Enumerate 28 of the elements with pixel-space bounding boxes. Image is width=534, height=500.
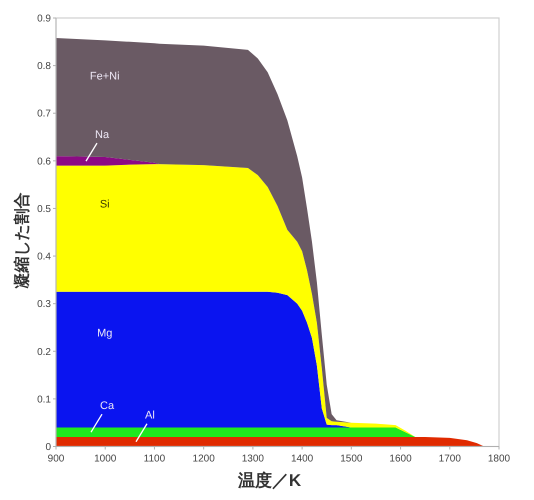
series-label: Al [145, 410, 155, 422]
x-tick-label: 1000 [94, 454, 117, 464]
series-label: Si [100, 198, 110, 210]
x-tick-label: 1200 [192, 454, 216, 464]
series-label: Na [95, 129, 110, 142]
y-axis-title: 凝縮した割合 [13, 192, 31, 288]
y-tick-label: 0.8 [37, 61, 52, 72]
x-axis-title: 温度／K [236, 471, 302, 490]
x-tick-label: 1100 [144, 454, 166, 464]
y-tick-label: 0 [45, 442, 52, 453]
y-tick-label: 0.9 [37, 14, 52, 24]
x-tick-label: 1300 [242, 454, 264, 464]
x-tick-label: 1500 [340, 454, 363, 464]
x-tick-label: 1400 [290, 454, 314, 464]
y-tick-label: 0.7 [37, 108, 52, 120]
x-tick-label: 1700 [438, 454, 462, 464]
y-tick-label: 0.2 [37, 346, 52, 358]
series-label: Mg [97, 327, 112, 340]
y-tick-label: 0.6 [37, 156, 52, 168]
series-label: Fe+Ni [90, 70, 120, 82]
x-tick-label: 1800 [488, 454, 511, 464]
y-tick-label: 0.5 [37, 204, 52, 215]
series-label: Ca [100, 400, 115, 412]
y-tick-label: 0.4 [37, 252, 52, 263]
x-tick-label: 1600 [389, 454, 412, 464]
x-tick-label: 900 [48, 454, 65, 464]
y-tick-label: 0.1 [37, 394, 52, 406]
y-tick-label: 0.3 [37, 299, 52, 310]
